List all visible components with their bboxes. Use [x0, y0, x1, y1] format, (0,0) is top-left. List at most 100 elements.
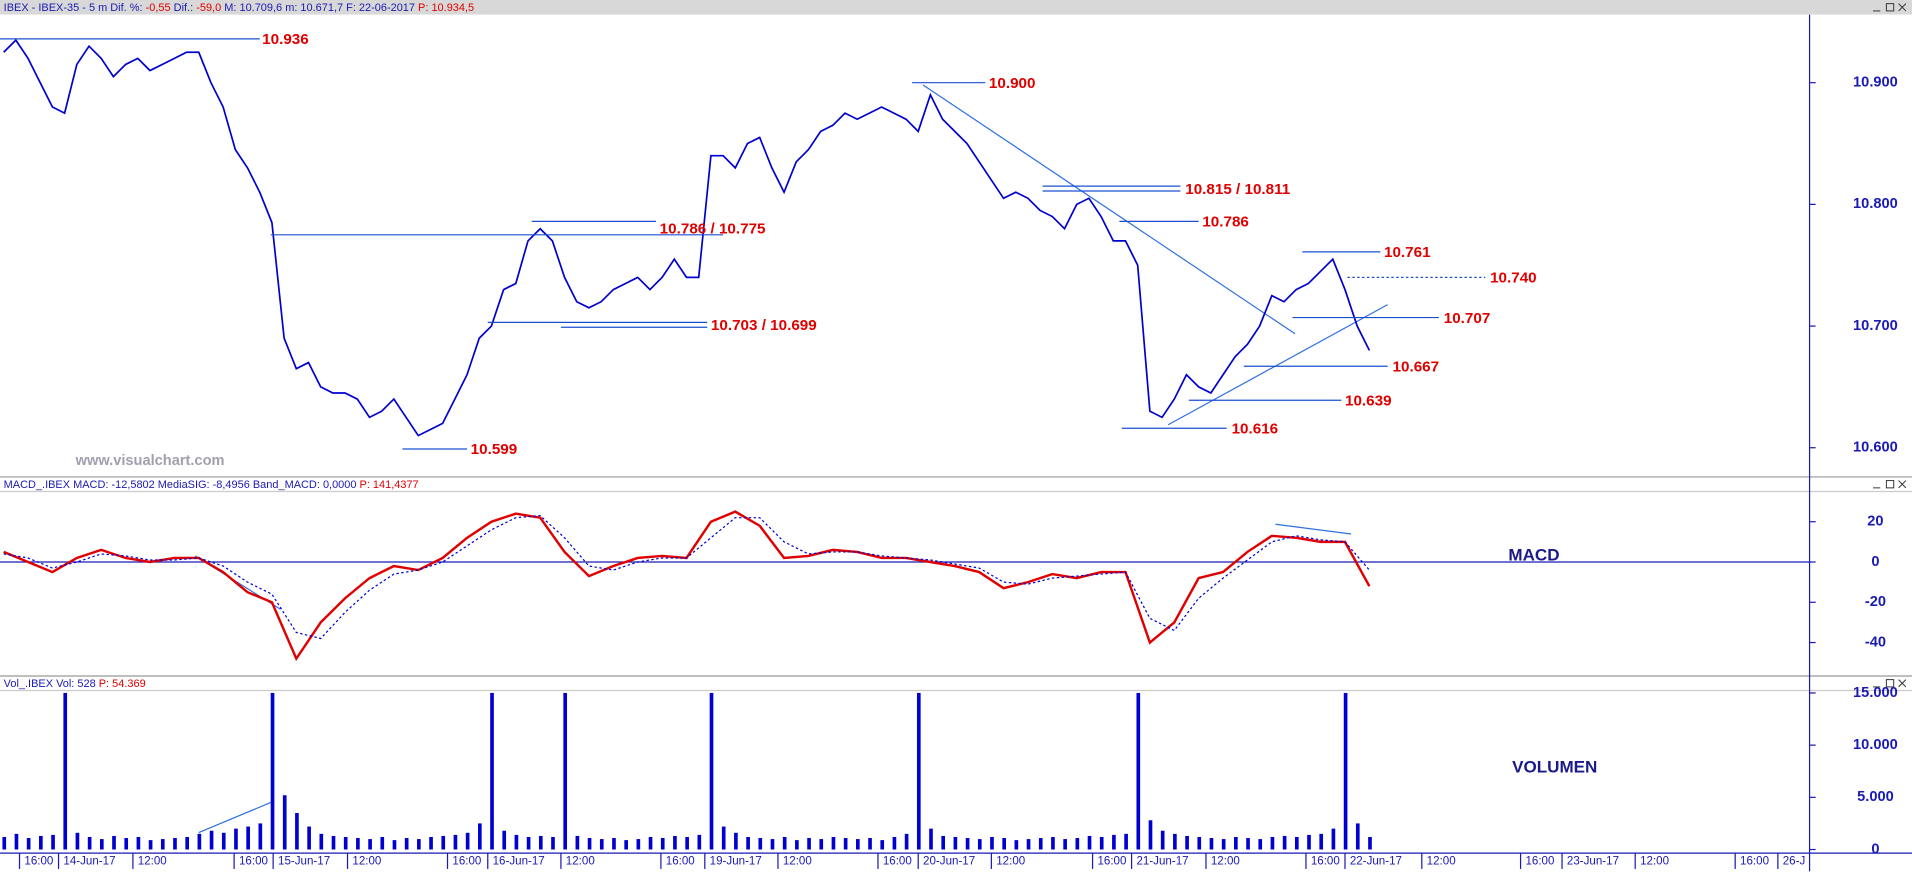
- volume-bar: [1026, 839, 1031, 850]
- time-label: 16:00: [24, 856, 53, 868]
- volume-bar: [1246, 838, 1250, 850]
- time-label: 12:00: [1211, 856, 1240, 868]
- y-tick-label: 10.600: [1853, 440, 1898, 456]
- volume-bar: [99, 839, 104, 850]
- volume-bar: [173, 838, 177, 850]
- volume-bar: [63, 692, 68, 850]
- volume-bar: [465, 832, 470, 850]
- volume-bar: [404, 838, 409, 850]
- volume-bar: [1099, 836, 1104, 850]
- volume-bar: [612, 838, 616, 850]
- header-piece: -0,55: [146, 2, 171, 14]
- volume-bar: [1173, 833, 1177, 850]
- y-tick-label: 10.700: [1853, 318, 1898, 334]
- volume-bar: [197, 833, 202, 850]
- volume-bar: [1234, 836, 1238, 850]
- time-label: 12:00: [1427, 856, 1456, 868]
- y-tick-label: 15.000: [1853, 685, 1898, 701]
- header-piece: P: 54.369: [99, 678, 146, 690]
- macd-line: [3, 510, 1371, 662]
- trend-line: [1275, 523, 1352, 535]
- volume-bar: [490, 692, 494, 850]
- volume-bar: [1051, 836, 1055, 850]
- volume-bar: [1307, 834, 1311, 850]
- time-label: 12:00: [1640, 856, 1669, 868]
- level-label: 10.786: [1202, 214, 1249, 231]
- volume-bar: [624, 840, 628, 850]
- watermark: www.visualchart.com: [75, 453, 225, 469]
- volume-bar: [856, 839, 860, 850]
- panel-header: IBEX - IBEX-35 - 5 m Dif. %: -0,55 Dif.:…: [4, 2, 474, 14]
- volume-bar: [1355, 823, 1360, 850]
- volume-bar: [295, 812, 299, 850]
- header-piece: P: 10.934,5: [418, 2, 474, 14]
- volume-bar: [380, 836, 385, 850]
- time-label: 16:00: [239, 856, 268, 868]
- level-label: 10.707: [1444, 310, 1491, 327]
- volume-bar: [599, 839, 604, 850]
- volume-bar: [234, 828, 238, 850]
- panel-label: VOLUMEN: [1512, 758, 1597, 777]
- level-label: 10.786 / 10.775: [660, 220, 766, 237]
- header-piece: P: 141,4377: [360, 479, 419, 491]
- volume-bar: [1282, 835, 1287, 850]
- volume-bar: [575, 835, 580, 850]
- volume-bar: [563, 692, 568, 850]
- volume-bar: [868, 838, 872, 850]
- panel-header: MACD_.IBEX MACD: -12,5802 MediaSIG: -8,4…: [4, 479, 419, 491]
- volume-bar: [1087, 835, 1092, 850]
- volume-bar: [770, 839, 775, 850]
- time-label: 21-Jun-17: [1136, 856, 1188, 868]
- price-line: [3, 38, 1371, 437]
- time-label: 12:00: [996, 856, 1025, 868]
- volume-bar: [185, 836, 190, 850]
- volume-bar: [916, 692, 921, 850]
- volume-bar: [209, 830, 214, 850]
- time-label: 12:00: [138, 856, 167, 868]
- level-label: 10.900: [989, 75, 1036, 92]
- level-label: 10.740: [1490, 270, 1537, 287]
- volume-bar: [478, 823, 482, 850]
- volume-bar: [526, 836, 531, 850]
- level-label: 10.761: [1384, 244, 1431, 261]
- volume-bar: [270, 692, 275, 850]
- volume-bar: [795, 840, 799, 850]
- volume-bar: [721, 826, 726, 850]
- volume-bar: [2, 836, 7, 850]
- volume-bar: [136, 836, 141, 850]
- volume-bar: [331, 835, 336, 850]
- volume-bar: [697, 834, 702, 850]
- window-buttons[interactable]: [1872, 3, 1907, 688]
- time-label: 16:00: [1311, 856, 1340, 868]
- time-label: 16:00: [666, 856, 695, 868]
- volume-bar: [892, 836, 897, 850]
- volume-bar: [990, 836, 994, 850]
- volume-bar: [502, 830, 507, 850]
- volume-bar: [538, 835, 543, 850]
- time-label: 22-Jun-17: [1350, 856, 1402, 868]
- volume-bar: [819, 839, 824, 850]
- volume-bar: [75, 832, 80, 850]
- time-label: 16:00: [1525, 856, 1554, 868]
- y-tick-label: 5.000: [1857, 789, 1894, 805]
- time-label: 26-J: [1783, 856, 1806, 868]
- time-label: 16:00: [1097, 856, 1126, 868]
- volume-bar: [965, 838, 970, 850]
- volume-bar: [1368, 836, 1372, 850]
- header-piece: M: 10.709,6 m: 10.671,7 F: 22-06-2017: [221, 2, 418, 14]
- volume-bar: [319, 833, 324, 850]
- volume-bar: [746, 836, 750, 850]
- volume-bar: [880, 840, 885, 850]
- volume-bar: [1221, 839, 1226, 850]
- volume-bar: [14, 833, 19, 850]
- volume-bar: [392, 840, 397, 850]
- volume-bar: [551, 836, 555, 850]
- level-label: 10.616: [1232, 421, 1279, 438]
- volume-bar: [112, 835, 116, 850]
- volume-bar: [124, 838, 129, 850]
- volume-bar: [1014, 840, 1019, 850]
- volume-bar: [1209, 838, 1214, 850]
- volume-bar: [343, 836, 348, 850]
- volume-bar: [660, 838, 665, 850]
